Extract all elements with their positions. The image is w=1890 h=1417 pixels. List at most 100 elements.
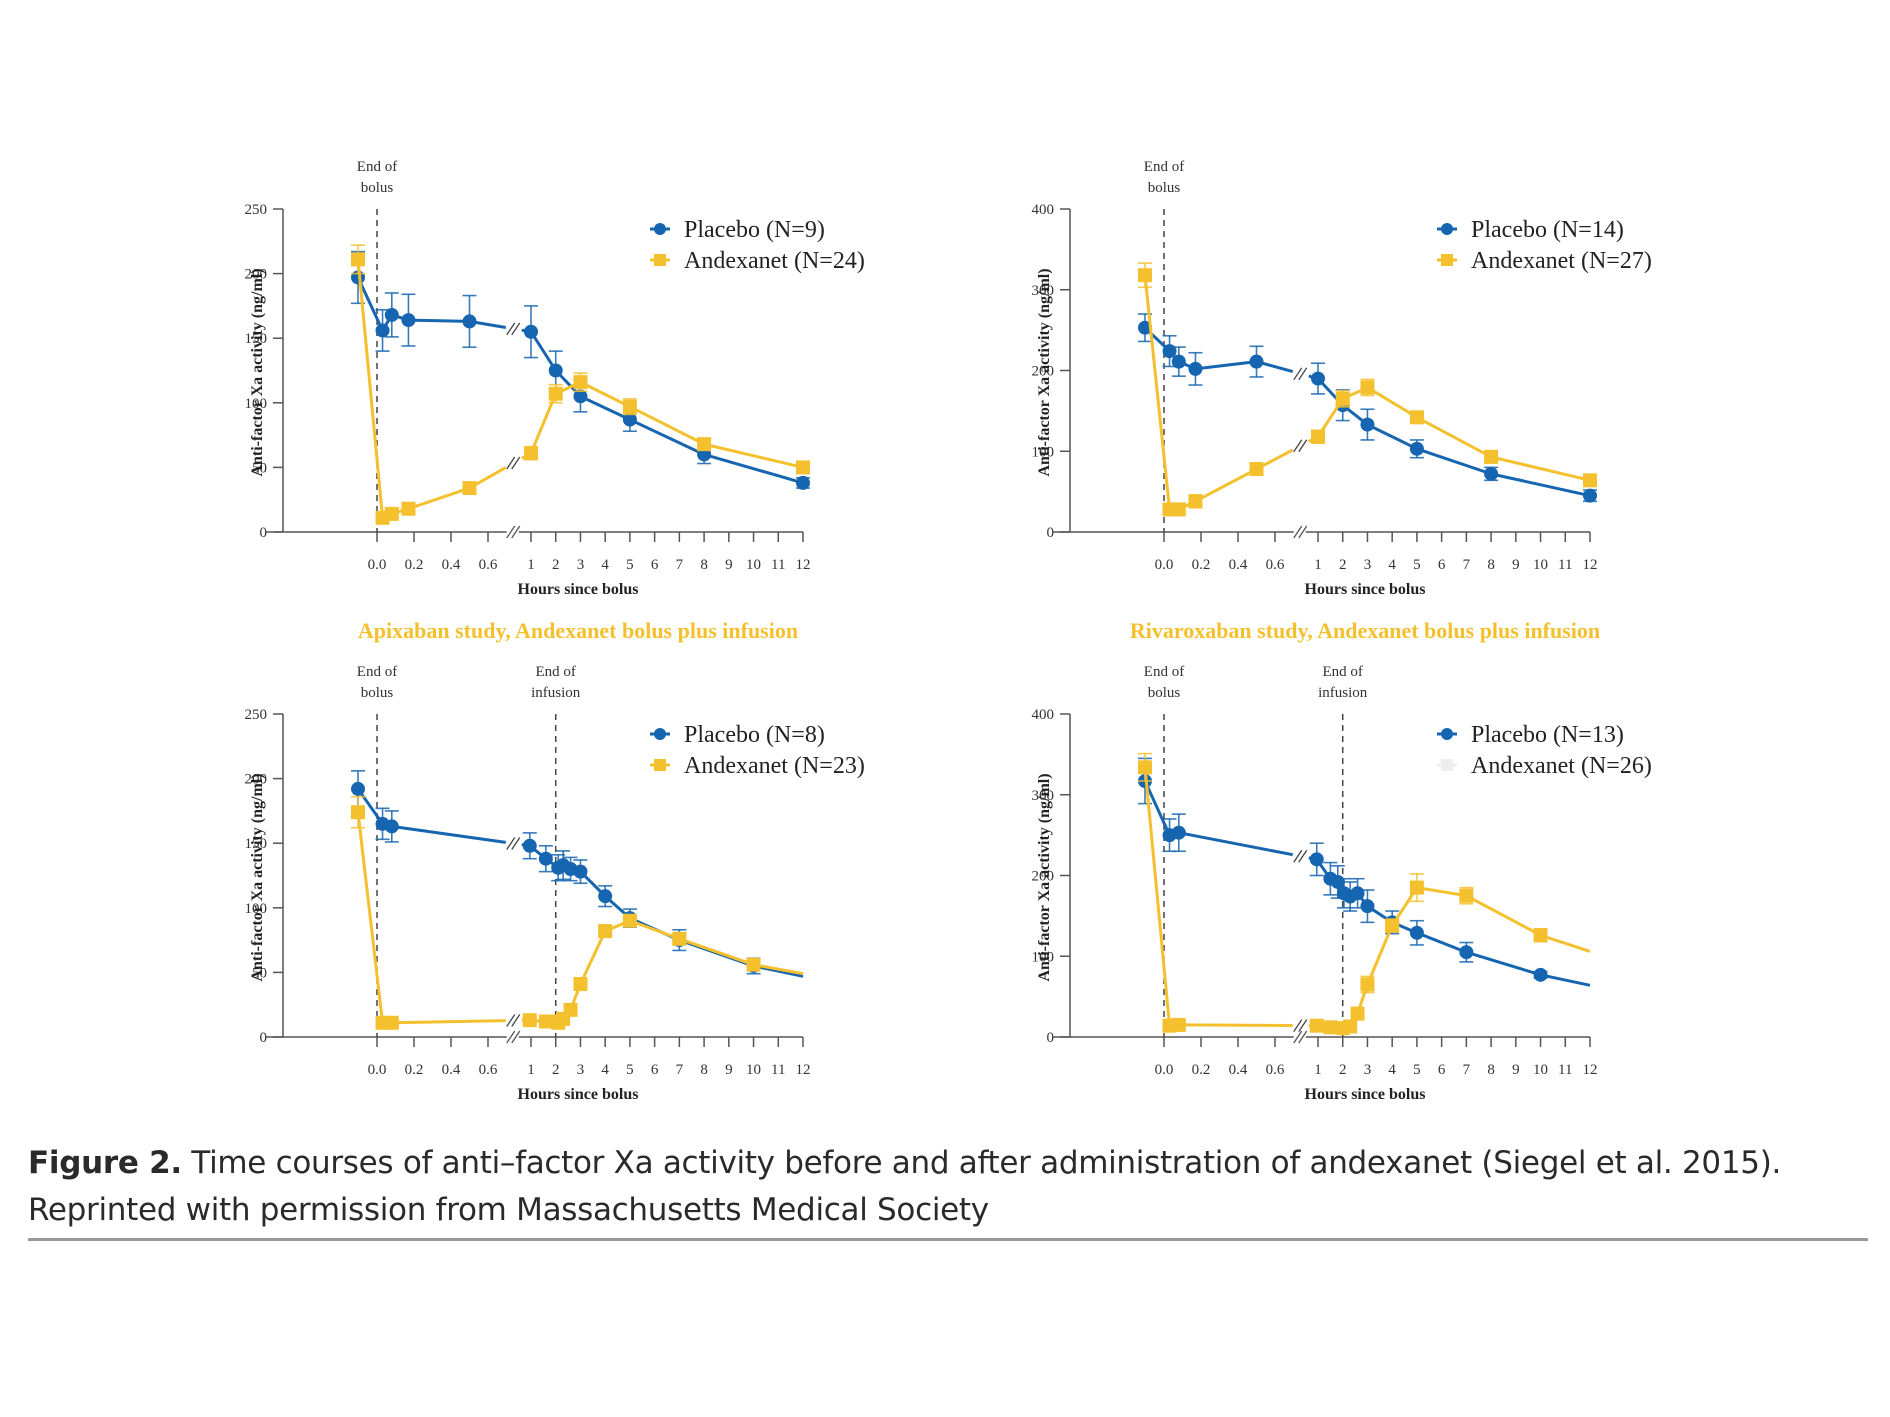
- axis-break-mark: [1298, 525, 1308, 539]
- x-tick-label: 2: [552, 557, 560, 573]
- axis-break-mark: [1298, 1030, 1308, 1044]
- y-tick-label: 200: [245, 267, 268, 283]
- series-line-segment: [579, 394, 631, 421]
- series-break-mark: [506, 322, 516, 336]
- series-line-segment: [529, 393, 558, 454]
- y-tick-label: 50: [252, 460, 267, 476]
- series-break-mark: [1298, 367, 1308, 381]
- series-break-mark: [511, 837, 521, 850]
- x-tick-label: 0.2: [1192, 1062, 1211, 1078]
- data-point-andexanet: [1350, 1006, 1365, 1021]
- data-point-andexanet: [1385, 918, 1400, 933]
- series-line-segment: [529, 330, 557, 372]
- series-line-segment: [629, 418, 705, 456]
- caption-divider: [28, 1238, 1868, 1241]
- data-point-andexanet: [1484, 449, 1499, 464]
- legend-label-placebo: Placebo (N=13): [1471, 722, 1624, 748]
- data-point-andexanet: [524, 446, 538, 461]
- data-point-placebo: [1360, 417, 1375, 432]
- data-point-placebo: [1409, 925, 1424, 940]
- data-point-andexanet: [1171, 502, 1186, 517]
- series-line-segment: [1178, 831, 1294, 857]
- x-axis-title: Hours since bolus: [518, 1086, 639, 1103]
- data-point-andexanet: [563, 1002, 578, 1017]
- annotation-label: End of: [1144, 664, 1184, 680]
- axis-break-mark: [506, 1030, 516, 1044]
- data-point-placebo: [522, 838, 537, 853]
- x-tick-label: 5: [626, 557, 634, 573]
- data-point-andexanet: [384, 1015, 399, 1030]
- legend-marker-placebo: [654, 728, 666, 740]
- x-tick-label: 12: [1583, 1062, 1598, 1078]
- data-point-andexanet: [548, 386, 563, 401]
- y-tick-label: 0: [1047, 525, 1055, 541]
- x-tick-label: 6: [651, 557, 659, 573]
- series-line-segment: [1195, 360, 1257, 371]
- y-tick-label: 200: [1032, 364, 1055, 380]
- series-line-segment: [1366, 386, 1418, 419]
- annotation-label: bolus: [361, 685, 394, 701]
- x-tick-label: 9: [725, 557, 733, 573]
- series-line-segment: [579, 380, 631, 409]
- series-placebo: [351, 770, 804, 978]
- data-point-placebo: [1533, 967, 1548, 982]
- data-point-andexanet: [622, 399, 637, 414]
- data-point-andexanet: [1138, 268, 1152, 283]
- y-tick-label: 250: [245, 707, 268, 723]
- x-tick-label: 12: [796, 1062, 811, 1078]
- annotation-label: infusion: [1318, 685, 1368, 701]
- series-line-segment: [1540, 933, 1591, 953]
- data-point-placebo: [1309, 852, 1324, 867]
- data-point-andexanet: [1249, 462, 1264, 477]
- figure-caption: Figure 2. Time courses of anti–factor Xa…: [28, 1140, 1868, 1234]
- y-tick-label: 400: [1032, 202, 1055, 218]
- legend: Placebo (N=13) Andexanet (N=26): [1437, 722, 1652, 779]
- y-tick-label: 200: [245, 772, 268, 788]
- axis-break-mark: [511, 1030, 521, 1044]
- data-point-andexanet: [1459, 888, 1474, 903]
- x-tick-label: 10: [746, 1062, 761, 1078]
- x-tick-label: 5: [1413, 557, 1421, 573]
- series-break-mark: [506, 1014, 516, 1027]
- data-point-placebo: [573, 864, 588, 879]
- data-point-placebo: [573, 389, 588, 404]
- series-break-mark: [506, 456, 516, 470]
- annotation-label: bolus: [1148, 180, 1181, 196]
- y-axis-title: Anti-factor Xa activity (ng/ml): [249, 773, 266, 981]
- x-tick-label: 3: [1364, 557, 1372, 573]
- data-point-andexanet: [351, 805, 365, 820]
- chart-panel-apixaban-infusion: Apixaban study, Andexanet bolus plus inf…: [245, 618, 865, 1103]
- data-point-andexanet: [522, 1013, 537, 1028]
- x-tick-label: 11: [1558, 1062, 1572, 1078]
- y-tick-label: 0: [260, 525, 268, 541]
- series-line-segment: [1143, 780, 1171, 836]
- x-tick-label: 3: [577, 557, 585, 573]
- series-line-segment: [1540, 973, 1591, 987]
- data-point-andexanet: [573, 977, 588, 992]
- x-tick-label: 0.4: [442, 1062, 461, 1078]
- series-line-segment: [407, 486, 470, 511]
- x-tick-label: 9: [725, 1062, 733, 1078]
- x-tick-label: 11: [1558, 557, 1572, 573]
- data-point-placebo: [1162, 344, 1177, 359]
- data-point-andexanet: [1335, 391, 1350, 406]
- annotation-label: infusion: [531, 685, 581, 701]
- legend-label-andexanet: Andexanet (N=26): [1471, 753, 1652, 779]
- x-tick-label: 9: [1512, 557, 1520, 573]
- x-tick-label: 10: [1533, 557, 1548, 573]
- series-line-segment: [356, 276, 384, 332]
- data-point-placebo: [375, 323, 390, 338]
- series-break-mark: [1293, 849, 1303, 863]
- series-line-segment: [753, 963, 804, 976]
- data-point-placebo: [1249, 354, 1264, 369]
- data-point-andexanet: [796, 460, 810, 475]
- x-tick-label: 4: [601, 1062, 609, 1078]
- x-tick-label: 0.0: [1155, 1062, 1174, 1078]
- panel-title: Rivaroxaban study, Andexanet bolus plus …: [1130, 618, 1600, 643]
- axis-break-mark: [1293, 1030, 1303, 1044]
- data-point-placebo: [384, 307, 399, 322]
- data-point-placebo: [1409, 441, 1424, 456]
- series-line-segment: [391, 1019, 506, 1025]
- data-point-placebo: [796, 475, 810, 490]
- x-tick-label: 12: [1583, 557, 1598, 573]
